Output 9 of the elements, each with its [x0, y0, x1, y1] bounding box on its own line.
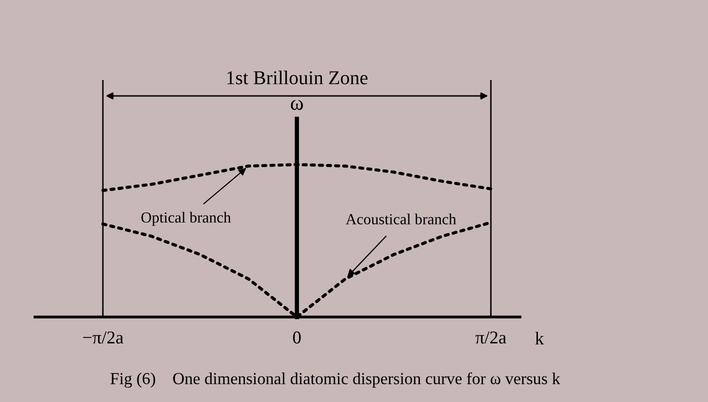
x-tick-label: −π/2a: [83, 331, 124, 344]
text: Fig (6) One dimensional diatomic dispersion curve for ω versus k: [110, 372, 560, 388]
x-axis-title: k: [535, 332, 544, 344]
annotation: Acoustical branch: [346, 214, 456, 224]
x-tick-label: 0: [293, 331, 301, 344]
x-tick-label: π/2a: [476, 331, 506, 344]
y-axis-title: ω: [290, 100, 303, 110]
text: 1st Brillouin Zone: [227, 70, 368, 84]
annotation: Optical branch: [141, 212, 231, 226]
